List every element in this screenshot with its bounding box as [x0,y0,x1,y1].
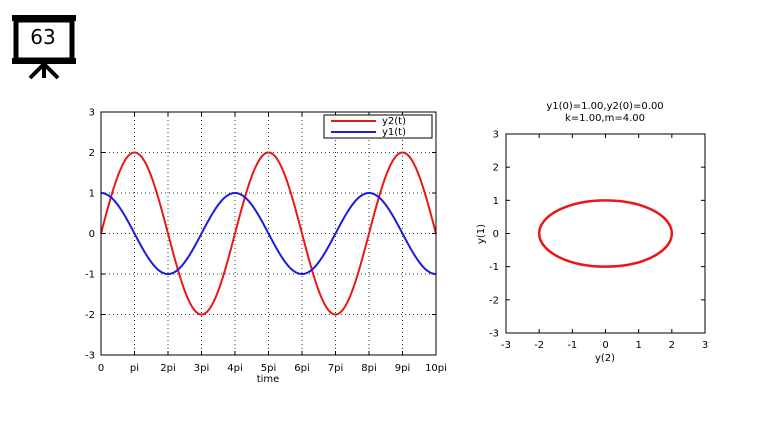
time-chart-y-tick-labels: -3 -2 -1 0 1 2 3 [85,108,95,362]
x-tick-label: 1 [635,340,641,351]
y-tick-label: -1 [85,270,95,281]
y-tick-label: -3 [489,329,499,340]
phase-chart-title: y1(0)=1.00,y2(0)=0.00 [546,101,663,112]
time-chart-x-tick-labels: 0 pi 2pi 3pi 4pi 5pi 6pi 7pi 8pi 9pi 10pi [98,363,447,374]
x-tick-label: 7pi [328,363,344,374]
phase-chart-y-tick-labels: -3 -2 -1 0 1 2 3 [489,130,499,340]
time-chart-legend: y2(t) y1(t) [323,114,433,139]
x-tick-label: -2 [534,340,544,351]
x-tick-label: 4pi [227,363,243,374]
x-tick-label: 0 [98,363,104,374]
y-tick-label: 1 [89,189,95,200]
x-tick-label: 0 [602,340,608,351]
series-y1-line [100,191,437,276]
legend-label-y2: y2(t) [382,116,406,127]
x-tick-label: 2 [669,340,675,351]
x-tick-label: 3pi [194,363,210,374]
x-tick-label: 8pi [361,363,377,374]
series-y2-line [100,151,437,316]
y-tick-label: -2 [489,295,499,306]
phase-chart-y-axis-label: y(1) [476,224,487,244]
y-tick-label: 0 [493,229,499,240]
phase-chart-frame [505,133,706,334]
x-tick-label: 5pi [261,363,277,374]
presentation-board-icon [12,15,76,80]
legend-label-y1: y1(t) [382,127,406,138]
phase-chart-x-axis-label: y(2) [595,353,615,364]
x-tick-label: 2pi [160,363,176,374]
time-chart-frame [100,111,437,356]
y-tick-label: -1 [489,262,499,273]
time-chart-x-axis-label: time [257,374,280,385]
y-tick-label: 3 [89,108,95,119]
y-tick-label: 3 [493,130,499,141]
x-tick-label: -3 [501,340,511,351]
x-tick-label: 9pi [395,363,411,374]
x-tick-label: pi [130,363,139,374]
x-tick-label: 6pi [294,363,310,374]
slide-number: 63 [30,25,56,49]
y-tick-label: -3 [85,351,95,362]
y-tick-label: 2 [89,148,95,159]
phase-chart-subtitle: k=1.00,m=4.00 [565,113,645,124]
y-tick-label: 0 [89,229,95,240]
y-tick-label: 1 [493,196,499,207]
x-tick-label: 3 [702,340,708,351]
x-tick-label: 10pi [425,363,447,374]
y-tick-label: 2 [493,163,499,174]
time-chart-series [100,151,437,316]
phase-trajectory-ellipse [537,199,674,268]
y-tick-label: -2 [85,310,95,321]
phase-chart-x-tick-labels: -3 -2 -1 0 1 2 3 [501,340,708,351]
phase-chart-series [537,199,674,268]
x-tick-label: -1 [567,340,577,351]
phase-chart-ticks [505,133,706,334]
